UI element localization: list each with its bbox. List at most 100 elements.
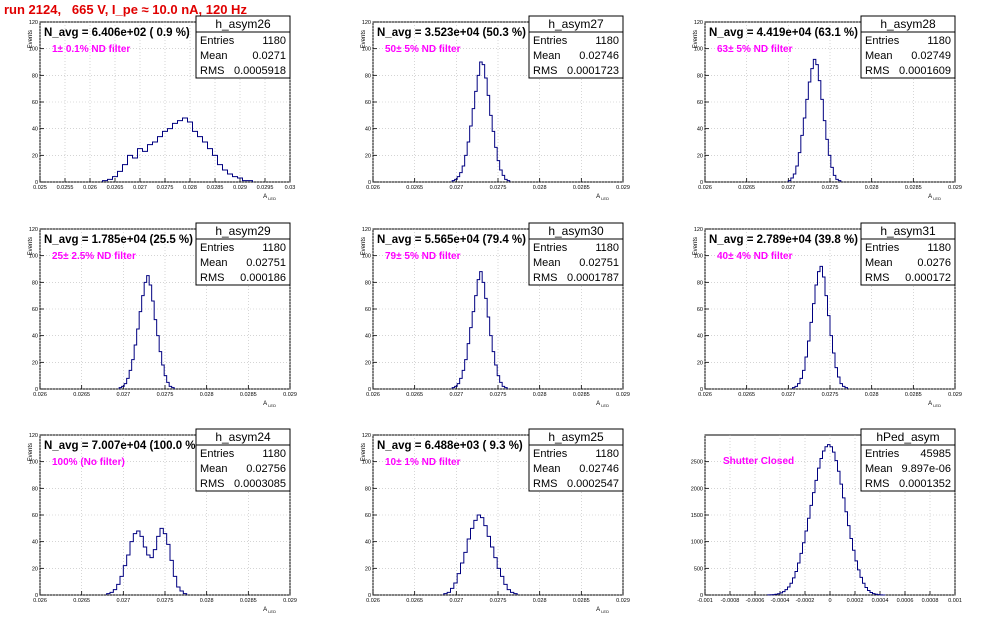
y-tick-label: 20 [697, 153, 703, 159]
y-tick-label: 20 [32, 153, 38, 159]
x-tick-label: -0.0002 [796, 598, 815, 604]
y-tick-label: 120 [362, 20, 371, 26]
y-tick-label: 80 [365, 280, 371, 286]
navg-label: N_avg = 2.789e+04 (39.8 %) [709, 234, 858, 246]
filter-label: 25± 2.5% ND filter [52, 251, 136, 262]
stat-label: Mean [200, 463, 228, 475]
stat-value: 0.0271 [252, 50, 286, 62]
stat-label: RMS [200, 65, 224, 77]
x-axis-label-subscript: LED [600, 609, 609, 614]
y-tick-label: 0 [700, 593, 703, 599]
histogram-series [792, 265, 848, 389]
x-tick-label: 0.028 [865, 185, 879, 191]
stat-label: RMS [200, 272, 224, 284]
y-tick-label: 20 [32, 566, 38, 572]
stats-box [528, 238, 624, 286]
x-tick-label: 0.0275 [157, 392, 174, 398]
stat-value: 1180 [927, 35, 951, 47]
y-tick-label: 20 [32, 360, 38, 366]
x-tick-label: 0.0265 [406, 392, 423, 398]
y-tick-label: 100 [362, 47, 371, 53]
x-tick-label: 0.001 [948, 598, 962, 604]
stat-value: 1180 [927, 242, 951, 254]
navg-label: N_avg = 5.565e+04 (79.4 %) [377, 234, 526, 246]
x-tick-label: 0.028 [200, 598, 214, 604]
x-tick-label: 0.0004 [872, 598, 889, 604]
histogram-panel-h_asym29: 0.026 0.0265 0.027 0.0275 0.028 0.0285 0.029 0 2… [28, 222, 297, 408]
y-tick-label: 60 [697, 307, 703, 313]
x-tick-label: 0.0265 [406, 185, 423, 191]
histogram-name: h_asym28 [880, 17, 936, 31]
stat-value: 0.02751 [246, 257, 286, 269]
stat-value: 0.02746 [579, 463, 619, 475]
y-tick-label: 80 [697, 73, 703, 79]
stat-label: Mean [865, 257, 893, 269]
stat-value: 9.897e-06 [901, 463, 951, 475]
filter-label: 63± 5% ND filter [717, 44, 793, 55]
stat-value: 0.02756 [246, 463, 286, 475]
x-tick-label: 0.029 [283, 392, 297, 398]
y-tick-label: 80 [32, 73, 38, 79]
y-tick-label: 20 [365, 153, 371, 159]
y-tick-label: 120 [29, 227, 38, 233]
x-tick-label: 0.0275 [822, 185, 839, 191]
stats-box [528, 31, 624, 79]
histogram-panel-hPed_asym: -0.001 -0.0008 -0.0006 -0.0004 -0.0002 0 0.000… [691, 428, 962, 604]
y-tick-label: 40 [697, 334, 703, 340]
y-axis-label: Events [28, 237, 34, 255]
y-axis-label: Events [28, 30, 34, 48]
x-tick-label: 0.028 [183, 185, 197, 191]
y-tick-label: 40 [32, 334, 38, 340]
x-axis-label: A LED [263, 607, 276, 614]
y-tick-label: 2500 [691, 460, 703, 466]
y-tick-label: 60 [365, 513, 371, 519]
x-axis-label-subscript: LED [600, 196, 609, 201]
histogram-name: h_asym24 [215, 430, 271, 444]
y-tick-label: 80 [32, 280, 38, 286]
y-tick-label: 120 [362, 227, 371, 233]
stat-label: Entries [865, 448, 900, 460]
navg-label: N_avg = 6.488e+03 ( 9.3 %) [377, 440, 523, 452]
histogram-panel-h_asym27: 0.026 0.0265 0.027 0.0275 0.028 0.0285 0.029 0 2… [361, 15, 630, 201]
x-axis-label: A LED [596, 607, 609, 614]
stat-label: RMS [865, 65, 889, 77]
y-axis-label: Events [361, 443, 367, 461]
histogram-series [787, 58, 842, 182]
x-axis-label-subscript: LED [267, 403, 276, 408]
histogram-name: h_asym29 [215, 224, 271, 238]
x-axis-label-subscript: LED [267, 196, 276, 201]
stat-value: 1180 [262, 242, 286, 254]
stat-value: 1180 [595, 35, 619, 47]
x-tick-label: 0.03 [285, 185, 296, 191]
y-tick-label: 20 [365, 360, 371, 366]
y-tick-label: 60 [365, 100, 371, 106]
x-tick-label: 0.026 [83, 185, 97, 191]
y-axis-label: Events [693, 237, 699, 255]
histogram-panel-h_asym24: 0.026 0.0265 0.027 0.0275 0.028 0.0285 0.029 0 2… [28, 428, 297, 614]
stat-label: Mean [200, 50, 228, 62]
stat-label: Entries [200, 242, 235, 254]
y-axis-label: Events [361, 30, 367, 48]
y-tick-label: 80 [32, 486, 38, 492]
x-tick-label: 0.026 [33, 392, 47, 398]
x-tick-label: 0.026 [366, 185, 380, 191]
stat-label: Mean [533, 257, 561, 269]
stat-value: 0.000186 [240, 272, 286, 284]
y-tick-label: 0 [700, 387, 703, 393]
stat-value: 0.000172 [905, 272, 951, 284]
x-tick-label: 0.026 [33, 598, 47, 604]
y-tick-label: 0 [35, 180, 38, 186]
x-tick-label: 0.027 [449, 598, 463, 604]
stat-label: Entries [533, 448, 568, 460]
histogram-name: hPed_asym [876, 430, 939, 444]
x-tick-label: 0 [828, 598, 831, 604]
stat-value: 0.0005918 [234, 65, 286, 77]
x-tick-label: 0.0006 [897, 598, 914, 604]
x-tick-label: 0.0265 [738, 185, 755, 191]
y-tick-label: 40 [32, 540, 38, 546]
x-tick-label: 0.0285 [573, 598, 590, 604]
navg-label: N_avg = 4.419e+04 (63.1 %) [709, 27, 858, 39]
stat-label: RMS [865, 272, 889, 284]
x-tick-label: 0.0295 [257, 185, 274, 191]
